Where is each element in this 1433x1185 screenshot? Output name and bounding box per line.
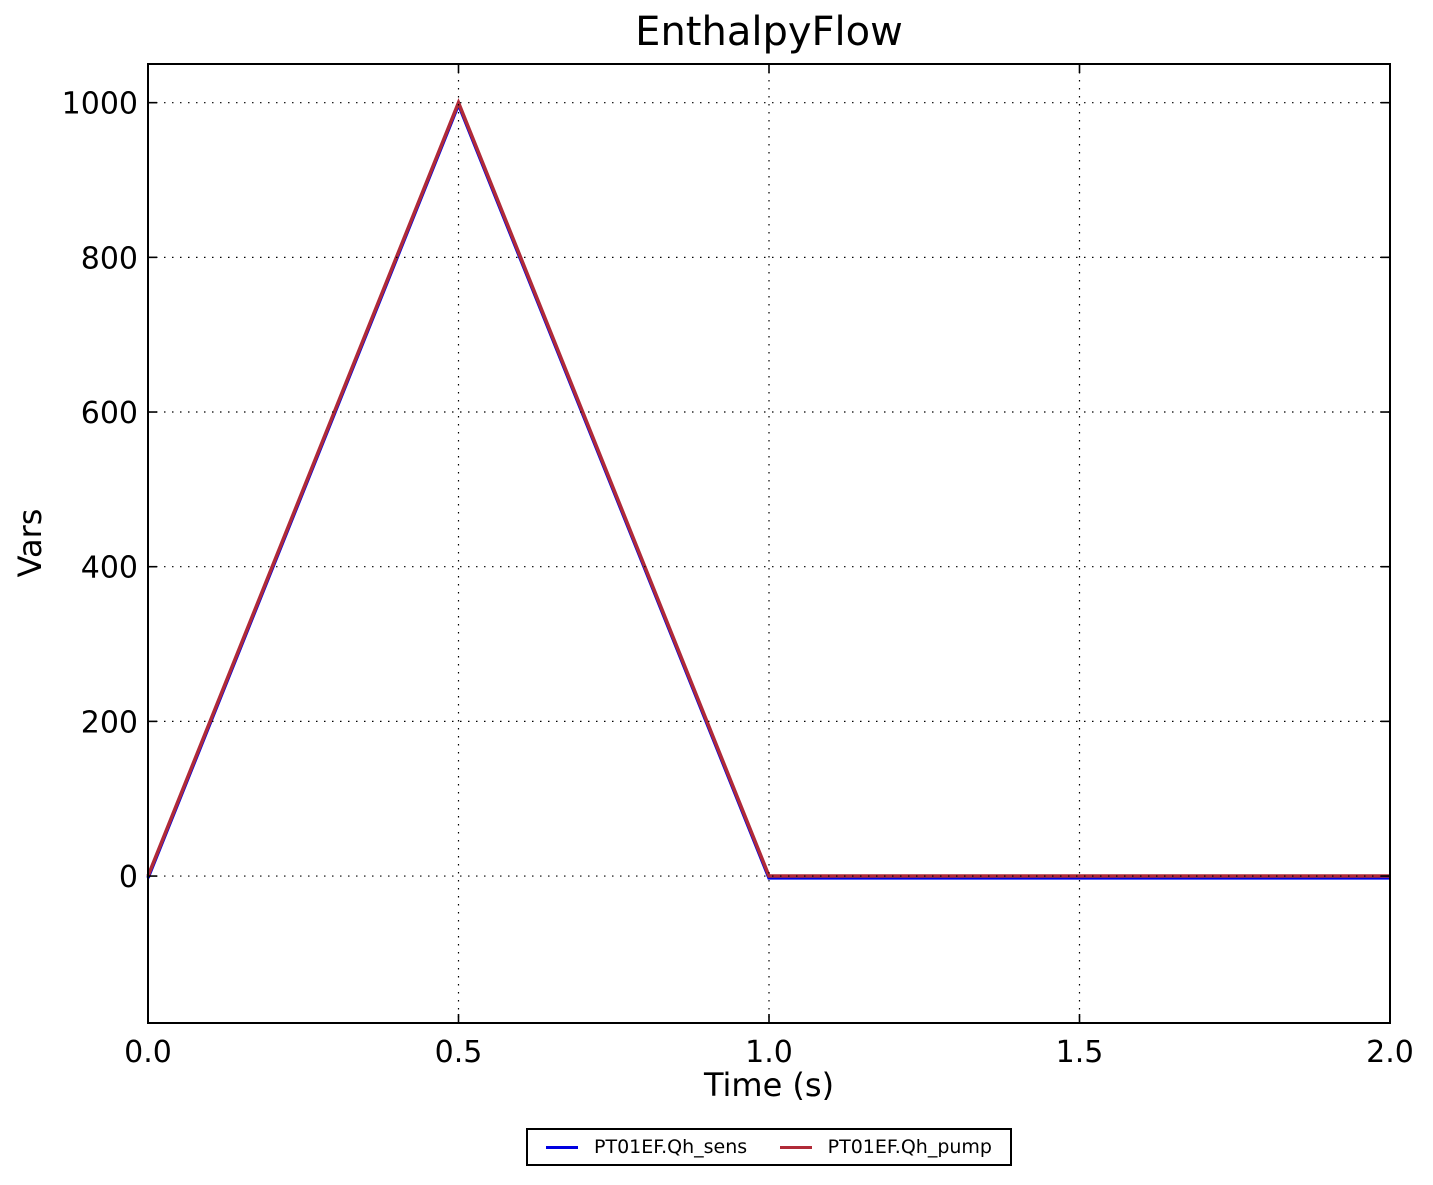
- y-tick-label: 0: [119, 860, 138, 895]
- y-tick-label: 600: [81, 396, 138, 431]
- y-tick-label: 1000: [62, 87, 138, 122]
- legend-line-sample-qh-pump: [779, 1145, 812, 1149]
- x-tick-label: 0.0: [124, 1035, 172, 1070]
- legend-line-sample-qh-sens: [546, 1145, 578, 1149]
- series-line-qh-pump: [146, 97, 1390, 878]
- x-tick-label: 1.0: [745, 1035, 793, 1070]
- axes-frame: [147, 63, 1391, 1024]
- legend-entry-qh-pump: PT01EF.Qh_pump: [779, 1136, 992, 1158]
- x-tick-label: 1.5: [1056, 1035, 1104, 1070]
- legend-entry-qh-sens: PT01EF.Qh_sens: [546, 1136, 747, 1158]
- x-axis-label: Time (s): [703, 1066, 835, 1104]
- x-tick-label: 2.0: [1366, 1035, 1414, 1070]
- series-line-qh-sens: [146, 99, 1390, 880]
- legend-label-qh-pump: PT01EF.Qh_pump: [827, 1136, 992, 1158]
- legend-label-qh-sens: PT01EF.Qh_sens: [594, 1136, 748, 1158]
- y-tick-label: 200: [81, 705, 138, 740]
- y-tick-label: 800: [81, 241, 138, 276]
- y-tick-label: 400: [81, 551, 138, 586]
- x-tick-label: 0.5: [435, 1035, 483, 1070]
- chart-title: EnthalpyFlow: [635, 9, 903, 55]
- legend: PT01EF.Qh_sens PT01EF.Qh_pump: [526, 1128, 1012, 1166]
